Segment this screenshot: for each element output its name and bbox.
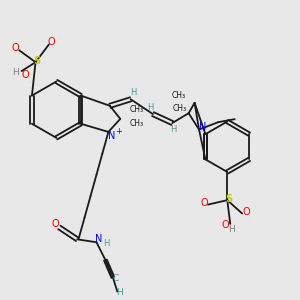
Text: O: O	[47, 37, 55, 47]
Text: CH₃: CH₃	[171, 91, 185, 100]
Text: N: N	[108, 131, 115, 141]
Text: O: O	[51, 220, 59, 230]
Text: S: S	[34, 56, 40, 66]
Text: H: H	[116, 289, 123, 298]
Text: S: S	[225, 194, 232, 204]
Text: +: +	[116, 128, 122, 136]
Text: O: O	[221, 220, 229, 230]
Text: O: O	[242, 207, 250, 217]
Text: CH₃: CH₃	[130, 119, 144, 128]
Text: H: H	[228, 225, 235, 234]
Text: H: H	[147, 103, 153, 112]
Text: N: N	[199, 122, 206, 132]
Text: CH₃: CH₃	[130, 106, 144, 115]
Text: H: H	[130, 88, 137, 97]
Text: CH₃: CH₃	[173, 104, 187, 113]
Text: C: C	[112, 274, 118, 283]
Text: O: O	[21, 70, 29, 80]
Text: H: H	[171, 125, 177, 134]
Text: H: H	[12, 68, 19, 77]
Text: O: O	[11, 43, 19, 53]
Text: H: H	[103, 239, 109, 248]
Text: O: O	[200, 198, 208, 208]
Text: N: N	[95, 234, 103, 244]
